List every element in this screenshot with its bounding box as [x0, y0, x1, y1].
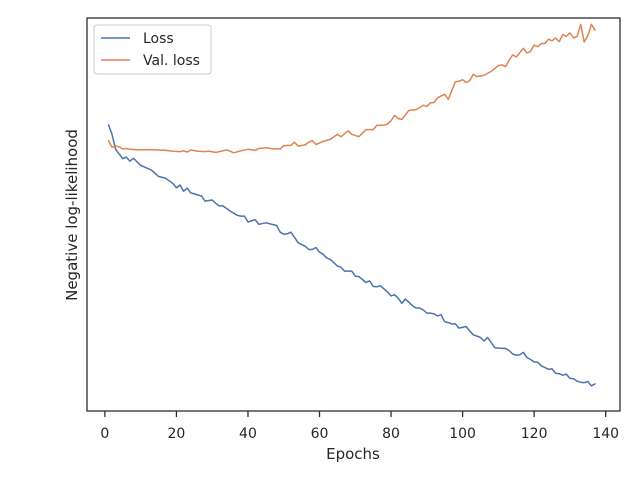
x-tick-label-20: 20 [168, 426, 186, 442]
y-axis-label: Negative log-likelihood [63, 129, 81, 301]
series-line-val-loss [107, 23, 596, 154]
legend-val-loss-label: Val. loss [143, 53, 200, 69]
x-tick-label-120: 120 [521, 426, 548, 442]
plot-area [87, 18, 620, 411]
x-axis-label: Epochs [326, 445, 380, 463]
x-tick-label-100: 100 [449, 426, 476, 442]
legend-loss-label: Loss [143, 31, 174, 47]
series-line-loss [107, 124, 596, 387]
x-tick-label-0: 0 [100, 426, 109, 442]
legend: Loss Val. loss [93, 24, 212, 75]
x-tick-label-60: 60 [311, 426, 329, 442]
series-layer [107, 23, 596, 387]
x-tick-label-40: 40 [239, 426, 257, 442]
x-axis: 0 20 40 60 80 100 120 140 [100, 411, 619, 442]
x-tick-label-140: 140 [592, 426, 619, 442]
x-tick-label-80: 80 [382, 426, 400, 442]
plot-frame [86, 17, 621, 412]
